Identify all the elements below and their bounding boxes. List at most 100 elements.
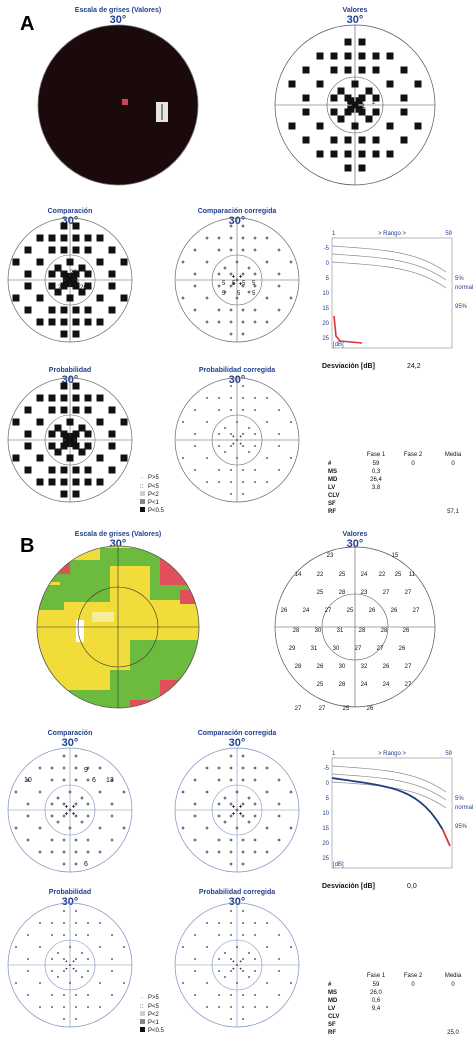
probability-b-point xyxy=(65,967,68,970)
probability-a-point xyxy=(36,454,44,462)
probability-a-point xyxy=(72,394,80,402)
legend-a: P>5 P<5 P<2 P<1 P<0.5 · :: xyxy=(140,475,165,514)
comparison-b-point xyxy=(74,754,78,758)
comparison-b-point xyxy=(38,850,42,854)
comparison-b-point xyxy=(122,826,126,830)
range-right-tick: 59 xyxy=(445,231,452,237)
probability-b-point xyxy=(81,976,83,978)
comparison-corrected-b-point xyxy=(193,814,197,818)
probability-corrected-a-point xyxy=(254,409,256,411)
probability-b-point xyxy=(75,958,77,960)
probability-b-point xyxy=(75,1018,77,1020)
values-grid-b: 23 15 14 22 25 24 22 25 11 25 28 23 27 27 26 24 27 25 26 26… xyxy=(281,553,420,712)
comparison-corrected-a-point xyxy=(239,282,243,286)
probability-a-point xyxy=(96,418,104,426)
comparison-corrected-b-point xyxy=(193,802,197,806)
legend-a-1: P>5 xyxy=(148,475,160,481)
probability-b-point xyxy=(63,922,65,924)
probability-corrected-b-point xyxy=(266,946,268,948)
svg-text:::: :: xyxy=(140,484,144,490)
comparison-b-point xyxy=(14,790,18,794)
deviation-label: Desviación [dB] xyxy=(322,883,375,890)
values-a-point xyxy=(316,80,324,88)
comparison-b-point xyxy=(86,778,90,782)
comparison-corrected-b-point xyxy=(247,796,251,800)
probability-corrected-b-point xyxy=(242,970,244,972)
probability-corrected-a-point xyxy=(218,433,220,435)
probability-a-point xyxy=(70,432,78,440)
values-a-point xyxy=(365,115,373,123)
comparison-map-a xyxy=(7,217,133,343)
comparison-a-point xyxy=(66,258,74,266)
comparison-b-point xyxy=(74,802,78,806)
comparison-corrected-a-point xyxy=(235,296,239,300)
comparison-b-point xyxy=(50,778,54,782)
probability-corrected-b-point xyxy=(254,922,256,924)
range-chart-b: 1 > Rango > 59 -5 0 5 10 15 20 25 [dB] 5% normal 95% D… xyxy=(322,751,473,890)
values-b-cell: 24 xyxy=(361,572,368,578)
legend-b-1: P>5 xyxy=(148,995,160,1001)
comparison-corrected-b-point xyxy=(277,802,281,806)
comparison-corrected-a-point xyxy=(235,260,239,264)
legend-a-5: P<0.5 xyxy=(148,508,165,514)
comparison-corrected-a-point xyxy=(265,320,269,324)
comparison-a-point xyxy=(70,280,78,288)
comparison-corrected-b-point xyxy=(229,766,233,770)
comparison-a-point xyxy=(66,276,74,284)
comparison-a-point xyxy=(72,318,80,326)
probability-a-point xyxy=(60,382,68,390)
comparison-label-a-2: 29 xyxy=(72,279,79,285)
probability-corrected-b-point xyxy=(242,910,244,912)
comparison-corrected-a-point xyxy=(193,248,197,252)
cc-label-a-6: 5 xyxy=(237,291,241,297)
values-map-b xyxy=(274,546,436,708)
comparison-label-b-4: 13 xyxy=(106,777,114,784)
comparison-b-point xyxy=(62,802,66,806)
probability-corrected-a-point xyxy=(248,451,250,453)
curve-label-5: 5% xyxy=(455,796,464,802)
probability-corrected-map-a xyxy=(174,377,300,503)
comparison-corrected-b-point xyxy=(231,812,235,816)
comparison-corrected-a-point xyxy=(253,236,257,240)
probability-corrected-a-point xyxy=(242,481,244,483)
comparison-corrected-a-point xyxy=(223,290,227,294)
probability-a-point xyxy=(48,466,56,474)
values-b-cell: 24 xyxy=(361,682,368,688)
comparison-b-point xyxy=(72,804,76,808)
probability-corrected-b-point xyxy=(206,922,208,924)
probability-corrected-a-point xyxy=(218,409,220,411)
probability-corrected-b-point xyxy=(218,1006,220,1008)
comparison-b-point xyxy=(38,766,42,770)
values-b-cell: 27 xyxy=(295,706,302,712)
values-a-point xyxy=(330,150,338,158)
stats-row-label: RF xyxy=(328,1030,336,1036)
probability-a-point xyxy=(84,478,92,486)
values-a-point xyxy=(302,94,310,102)
range-label: > Rango > xyxy=(378,751,407,757)
legend-a-3: P<2 xyxy=(148,492,160,498)
probability-corrected-b-point xyxy=(242,1006,244,1008)
comparison-title-a: Comparación xyxy=(48,208,93,215)
probability-b-point xyxy=(111,934,113,936)
values-a-point xyxy=(400,108,408,116)
probability-b-point xyxy=(51,922,53,924)
probability-b-point xyxy=(75,1006,77,1008)
comparison-a-point xyxy=(120,258,128,266)
comparison-b-point xyxy=(64,812,68,816)
comparison-a-point xyxy=(60,330,68,338)
comparison-corrected-a-point xyxy=(205,260,209,264)
comparison-a-point xyxy=(84,318,92,326)
values-a-point xyxy=(344,150,352,158)
range-y-tick: 20 xyxy=(322,841,329,847)
stats-value: 3,8 xyxy=(372,485,381,491)
probability-corrected-a-point xyxy=(206,397,208,399)
range-y-tick: 15 xyxy=(322,826,329,832)
probability-title-a: Probabilidad xyxy=(49,367,91,374)
values-a-point xyxy=(358,164,366,172)
probability-b-point xyxy=(111,958,113,960)
comparison-corrected-a-point xyxy=(217,272,221,276)
comparison-b-point xyxy=(62,838,66,842)
comparison-b-point xyxy=(64,804,68,808)
stats-row-label: MS xyxy=(328,469,337,475)
probability-a-point xyxy=(48,406,56,414)
